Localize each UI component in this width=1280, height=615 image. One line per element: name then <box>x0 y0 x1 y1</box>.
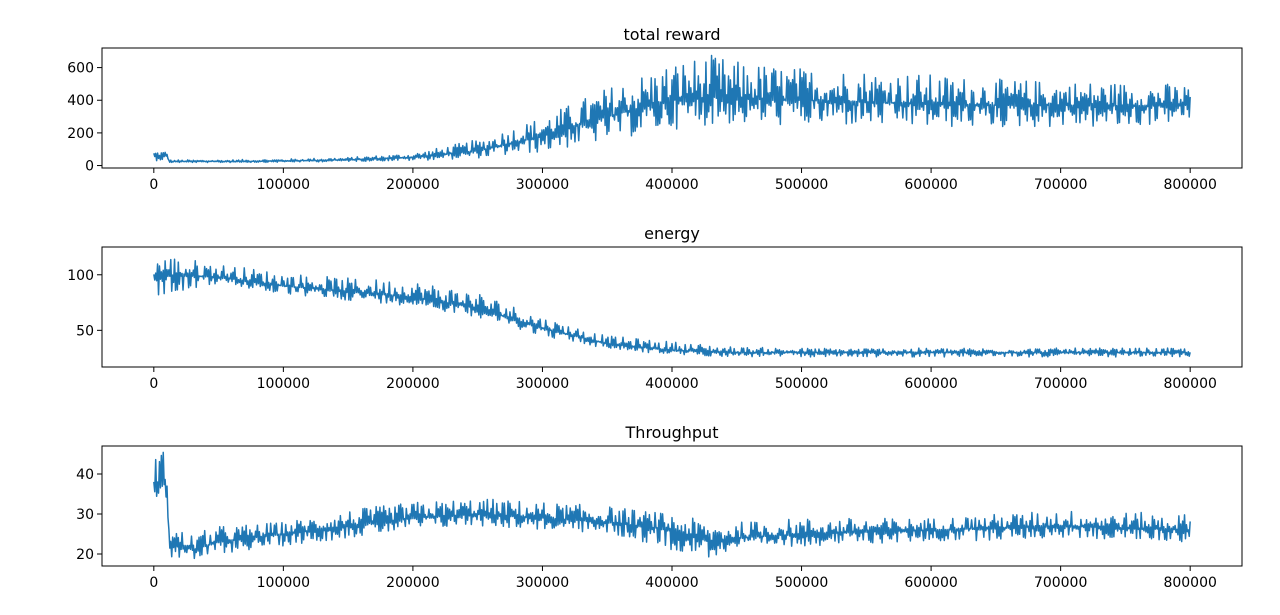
x-tick-label: 100000 <box>257 177 310 193</box>
y-tick-label: 600 <box>67 61 94 77</box>
chart-panel-2: energy 0 100000 200000 300000 400000 500000 600… <box>67 224 1243 392</box>
series-line-1 <box>153 258 1191 358</box>
chart-panel-1: total reward 0 100000 200000 300000 400000 500… <box>67 25 1243 193</box>
y-tick-label: 100 <box>67 268 94 284</box>
x-tick-label: 300000 <box>516 575 569 591</box>
x-tick-label: 200000 <box>386 177 439 193</box>
chart-panel-3: Throughput 0 100000 200000 300000 400000 50000… <box>76 423 1243 591</box>
x-tick-label: 700000 <box>1034 376 1087 392</box>
x-tick-label: 400000 <box>645 376 698 392</box>
x-tick-label: 500000 <box>775 575 828 591</box>
x-tick-label: 0 <box>149 177 158 193</box>
plot-frame <box>101 445 1243 567</box>
y-tick-label: 200 <box>67 126 94 142</box>
x-tick-label: 800000 <box>1163 376 1216 392</box>
series-line-1 <box>153 54 1191 164</box>
series-line-1 <box>153 451 1191 560</box>
x-tick-label: 400000 <box>645 177 698 193</box>
x-tick-label: 600000 <box>904 376 957 392</box>
x-tick-label: 600000 <box>904 177 957 193</box>
x-tick-label: 300000 <box>516 177 569 193</box>
chart-title: total reward <box>623 25 720 44</box>
x-tick-label: 400000 <box>645 575 698 591</box>
x-tick-label: 800000 <box>1163 575 1216 591</box>
y-tick-label: 0 <box>85 159 94 175</box>
x-tick-label: 200000 <box>386 376 439 392</box>
y-tick-label: 40 <box>76 467 94 483</box>
x-tick-label: 300000 <box>516 376 569 392</box>
x-tick-label: 700000 <box>1034 575 1087 591</box>
x-tick-label: 800000 <box>1163 177 1216 193</box>
y-tick-label: 20 <box>76 547 94 563</box>
x-tick-label: 500000 <box>775 376 828 392</box>
y-tick-label: 400 <box>67 93 94 109</box>
x-tick-label: 600000 <box>904 575 957 591</box>
chart-title: Throughput <box>625 423 719 442</box>
y-tick-label: 30 <box>76 507 94 523</box>
x-tick-label: 0 <box>149 376 158 392</box>
x-tick-label: 0 <box>149 575 158 591</box>
x-tick-label: 100000 <box>257 376 310 392</box>
x-tick-label: 100000 <box>257 575 310 591</box>
y-tick-label: 50 <box>76 323 94 339</box>
x-tick-label: 500000 <box>775 177 828 193</box>
chart-title: energy <box>644 224 700 243</box>
x-tick-label: 200000 <box>386 575 439 591</box>
x-tick-label: 700000 <box>1034 177 1087 193</box>
